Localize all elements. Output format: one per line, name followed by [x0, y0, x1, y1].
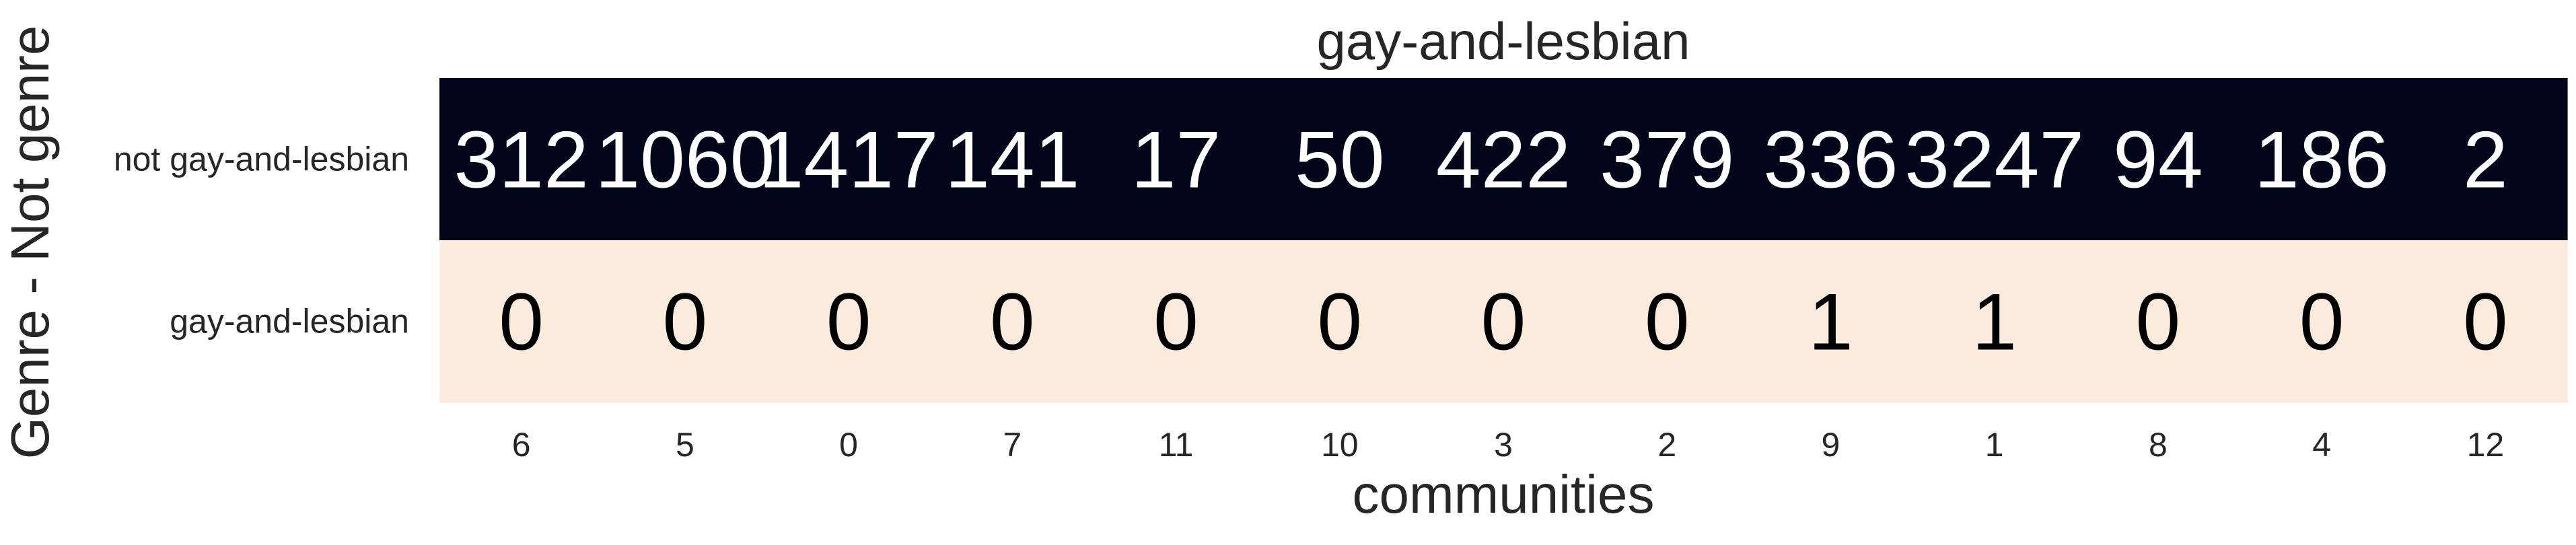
cell-value-label: 94 — [2113, 115, 2203, 205]
heatmap-cell — [439, 78, 604, 241]
heatmap-cell — [2076, 78, 2241, 241]
cell-value-label: 0 — [1645, 277, 1690, 367]
heatmap-cell — [930, 78, 1095, 241]
cell-value-label: 312 — [454, 115, 589, 205]
chart-title: gay-and-lesbian — [1316, 11, 1690, 71]
cell-value-label: 141 — [945, 115, 1079, 205]
x-tick-label: 9 — [1822, 426, 1840, 464]
heatmap-cell — [2240, 78, 2404, 241]
heatmap-cell — [1421, 240, 1586, 403]
x-tick-label: 2 — [1657, 426, 1676, 464]
x-tick-label: 6 — [512, 426, 531, 464]
cell-value-label: 3247 — [1904, 115, 2084, 205]
heatmap-cell — [1258, 240, 1422, 403]
cell-value-label: 0 — [1153, 277, 1198, 367]
y-tick-label: gay-and-lesbian — [170, 303, 409, 340]
y-axis-label: Genre - Not genre — [0, 26, 60, 460]
x-tick-label: 10 — [1321, 426, 1359, 464]
heatmap-cell — [1912, 78, 2077, 241]
heatmap-cell — [2403, 240, 2568, 403]
cell-value-label: 0 — [499, 277, 544, 367]
cell-value-label: 0 — [826, 277, 871, 367]
cell-value-label: 0 — [2136, 277, 2181, 367]
heatmap-cell — [1258, 78, 1422, 241]
cell-value-label: 379 — [1600, 115, 1734, 205]
heatmap-cell — [1094, 78, 1258, 241]
heatmap-cell — [1094, 240, 1258, 403]
cell-value-label: 1 — [1808, 277, 1853, 367]
cell-value-label: 0 — [2463, 277, 2508, 367]
heatmap-cell — [766, 240, 931, 403]
cell-value-label: 0 — [1317, 277, 1362, 367]
cell-value-label: 1417 — [759, 115, 939, 205]
cell-value-label: 186 — [2254, 115, 2389, 205]
cell-value-label: 422 — [1436, 115, 1571, 205]
heatmap-cells — [439, 78, 2568, 403]
cell-value-label: 50 — [1295, 115, 1384, 205]
heatmap-cell — [2076, 240, 2241, 403]
heatmap-cell — [1748, 78, 1913, 241]
x-tick-label: 5 — [676, 426, 694, 464]
heatmap-cell — [1912, 240, 2077, 403]
heatmap-cell — [439, 240, 604, 403]
heatmap-cell — [603, 78, 768, 241]
cell-value-label: 336 — [1763, 115, 1898, 205]
cell-value-label: 17 — [1131, 115, 1221, 205]
heatmap-cell — [1585, 78, 1750, 241]
x-tick-label: 4 — [2312, 426, 2331, 464]
heatmap-cell — [2403, 78, 2568, 241]
x-tick-label: 0 — [839, 426, 858, 464]
x-axis-label: communities — [1352, 464, 1654, 524]
cell-value-label: 0 — [1481, 277, 1526, 367]
x-tick-label: 3 — [1494, 426, 1513, 464]
x-tick-label: 1 — [1985, 426, 2004, 464]
x-tick-label: 11 — [1159, 426, 1194, 464]
cell-value-label: 1 — [1972, 277, 2017, 367]
x-tick-label: 12 — [2467, 426, 2505, 464]
heatmap-cell — [930, 240, 1095, 403]
cell-value-label: 0 — [2299, 277, 2345, 367]
y-tick-labels: not gay-and-lesbian gay-and-lesbian — [114, 141, 409, 340]
cell-value-label: 0 — [990, 277, 1035, 367]
cell-value-label: 2 — [2463, 115, 2508, 205]
cell-value-label: 1060 — [595, 115, 775, 205]
x-tick-label: 7 — [1003, 426, 1022, 464]
heatmap-cell — [603, 240, 768, 403]
x-tick-label: 8 — [2149, 426, 2168, 464]
y-tick-label: not gay-and-lesbian — [114, 141, 409, 178]
heatmap-cell — [766, 78, 931, 241]
heatmap-cell — [1748, 240, 1913, 403]
heatmap-cell — [1585, 240, 1750, 403]
heatmap-cell — [2240, 240, 2404, 403]
heatmap-cell — [1421, 78, 1586, 241]
x-tick-labels: 6 5 0 7 11 10 3 2 9 1 8 4 12 — [512, 426, 2504, 464]
cell-value-label: 0 — [662, 277, 707, 367]
